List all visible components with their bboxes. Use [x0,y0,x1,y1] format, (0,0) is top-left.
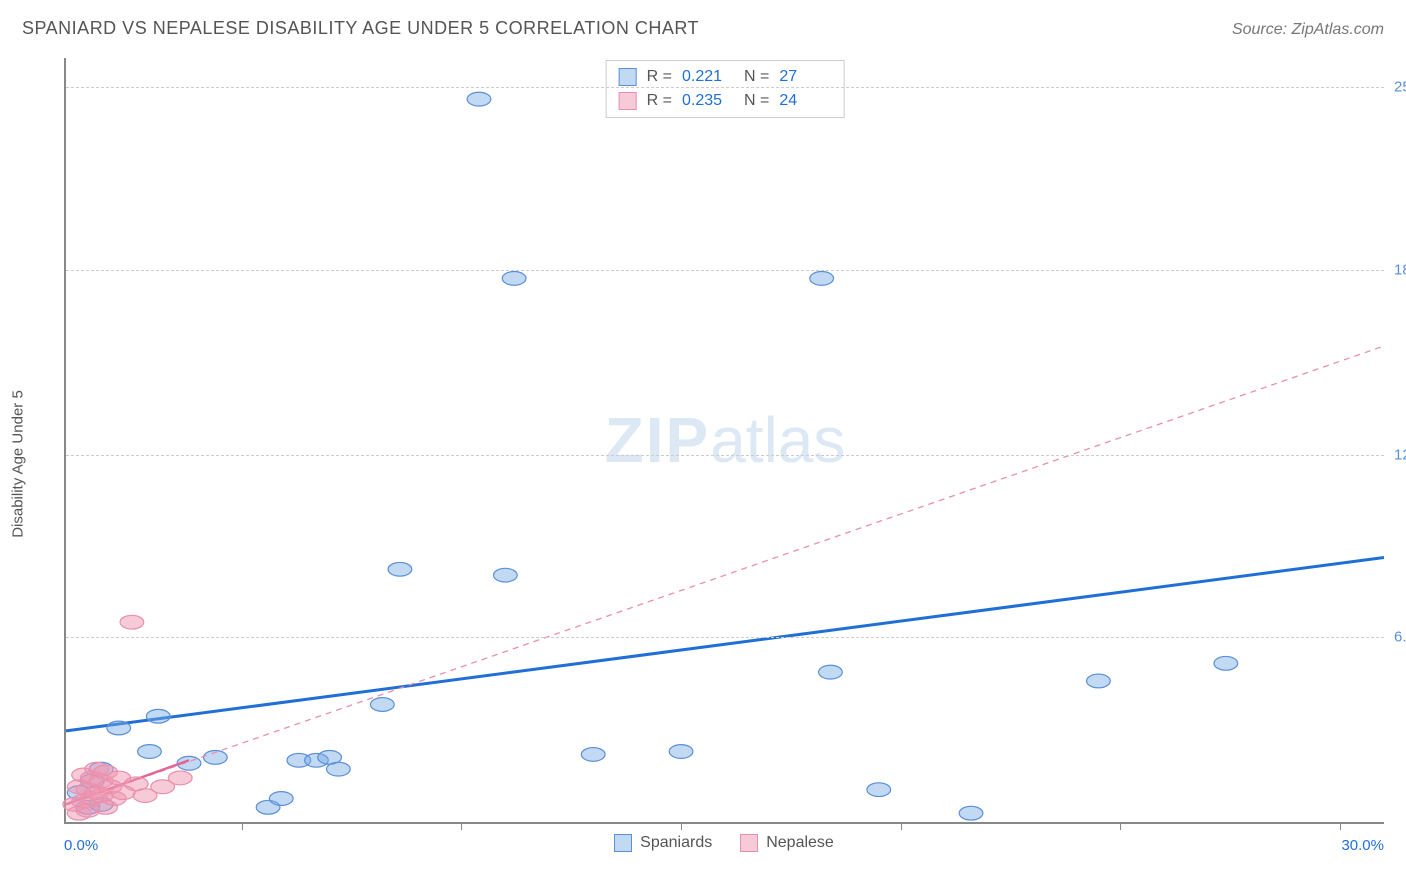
r-value: 0.235 [682,89,734,113]
legend-label: Spaniards [640,834,712,852]
stats-row: R = 0.235 N = 24 [619,89,832,113]
scatter-point [146,709,170,723]
scatter-point [168,771,192,785]
series-swatch [619,68,637,86]
plot-region: ZIPatlas R =0.221N =27R =0.235N =24 6.3%… [64,58,1384,824]
gridline [66,270,1384,271]
series-swatch [619,92,637,110]
scatter-point [138,745,162,759]
x-tick [901,822,902,830]
trend-line [66,346,1384,804]
legend-swatch [740,834,758,852]
plot-svg [66,58,1384,822]
stats-legend-box: R = 0.221 N = 27 R = 0.235 N = 24 [606,60,845,118]
scatter-point [819,665,843,679]
n-label: N = [744,65,769,89]
n-value: 27 [779,65,831,89]
x-tick [461,822,462,830]
r-label: R = [647,89,672,113]
gridline [66,637,1384,638]
source-label: Source: ZipAtlas.com [1232,21,1384,39]
x-tick [1340,822,1341,830]
legend-label: Nepalese [766,834,834,852]
scatter-point [493,568,517,582]
scatter-point [269,792,293,806]
r-label: R = [647,65,672,89]
r-value: 0.221 [682,65,734,89]
x-axis-max: 30.0% [1341,837,1384,854]
y-tick-label: 12.5% [1394,446,1406,463]
series-legend: Spaniards Nepalese [64,834,1384,852]
header: SPANIARD VS NEPALESE DISABILITY AGE UNDE… [22,18,1384,39]
scatter-point [107,721,131,735]
scatter-point [810,272,834,286]
trend-line [66,558,1384,731]
stats-row: R = 0.221 N = 27 [619,65,832,89]
n-value: 24 [779,89,831,113]
scatter-point [327,762,351,776]
scatter-point [1087,674,1111,688]
scatter-point [120,615,144,629]
n-label: N = [744,89,769,113]
legend-swatch [614,834,632,852]
legend-item: Nepalese [740,834,834,852]
chart-area: Disability Age Under 5 ZIPatlas R =0.221… [22,58,1384,870]
scatter-point [669,745,693,759]
scatter-point [388,562,412,576]
y-tick-label: 18.8% [1394,261,1406,278]
scatter-point [467,92,491,106]
gridline [66,455,1384,456]
x-tick [242,822,243,830]
x-tick [1120,822,1121,830]
scatter-point [502,272,526,286]
scatter-point [867,783,891,797]
legend-item: Spaniards [614,834,712,852]
chart-title: SPANIARD VS NEPALESE DISABILITY AGE UNDE… [22,18,699,39]
scatter-point [370,698,394,712]
x-tick [681,822,682,830]
gridline [66,87,1384,88]
y-axis-label: Disability Age Under 5 [10,390,27,538]
y-tick-label: 25.0% [1394,79,1406,96]
scatter-point [959,806,983,820]
y-tick-label: 6.3% [1394,628,1406,645]
scatter-point [581,748,605,762]
x-axis-min: 0.0% [64,837,98,854]
scatter-point [1214,656,1238,670]
